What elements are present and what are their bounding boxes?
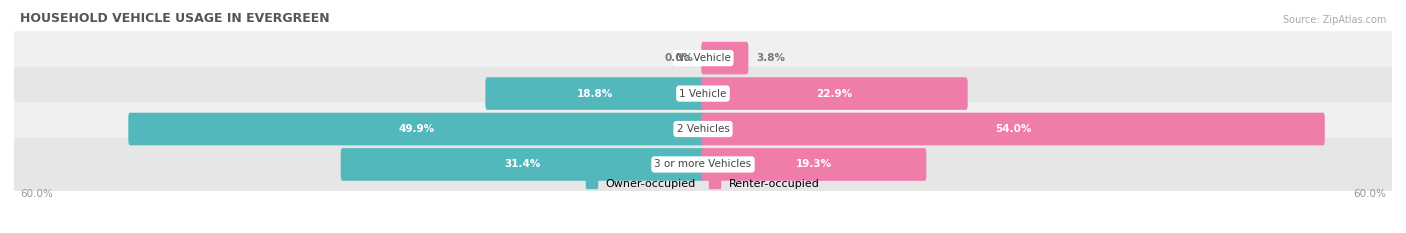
FancyBboxPatch shape — [10, 31, 1396, 85]
FancyBboxPatch shape — [702, 148, 927, 181]
FancyBboxPatch shape — [702, 77, 967, 110]
Text: Source: ZipAtlas.com: Source: ZipAtlas.com — [1282, 15, 1386, 25]
Text: 54.0%: 54.0% — [995, 124, 1031, 134]
Text: 60.0%: 60.0% — [20, 188, 52, 199]
Text: 3 or more Vehicles: 3 or more Vehicles — [654, 159, 752, 169]
FancyBboxPatch shape — [128, 113, 704, 145]
FancyBboxPatch shape — [340, 148, 704, 181]
Text: 1 Vehicle: 1 Vehicle — [679, 89, 727, 99]
Text: 0.0%: 0.0% — [665, 53, 693, 63]
FancyBboxPatch shape — [702, 42, 748, 74]
FancyBboxPatch shape — [10, 137, 1396, 192]
Text: 22.9%: 22.9% — [817, 89, 852, 99]
Text: 19.3%: 19.3% — [796, 159, 832, 169]
FancyBboxPatch shape — [10, 67, 1396, 120]
Text: 3.8%: 3.8% — [756, 53, 785, 63]
Text: No Vehicle: No Vehicle — [675, 53, 731, 63]
Text: HOUSEHOLD VEHICLE USAGE IN EVERGREEN: HOUSEHOLD VEHICLE USAGE IN EVERGREEN — [20, 13, 329, 25]
Text: 18.8%: 18.8% — [576, 89, 613, 99]
Text: 49.9%: 49.9% — [398, 124, 434, 134]
Text: 2 Vehicles: 2 Vehicles — [676, 124, 730, 134]
Text: 60.0%: 60.0% — [1354, 188, 1386, 199]
FancyBboxPatch shape — [10, 102, 1396, 156]
FancyBboxPatch shape — [485, 77, 704, 110]
Legend: Owner-occupied, Renter-occupied: Owner-occupied, Renter-occupied — [586, 178, 820, 189]
FancyBboxPatch shape — [702, 113, 1324, 145]
Text: 31.4%: 31.4% — [505, 159, 541, 169]
